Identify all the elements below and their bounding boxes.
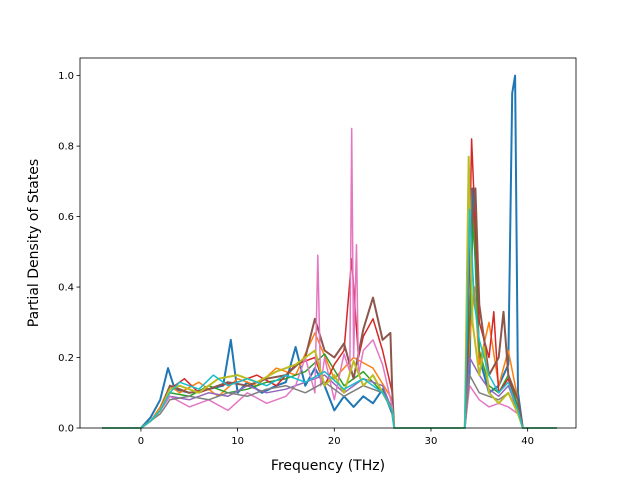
series-line-2 <box>102 286 557 429</box>
x-tick-label: 30 <box>425 436 438 447</box>
y-tick-label: 1.0 <box>58 71 74 82</box>
y-tick-label: 0.4 <box>58 283 74 294</box>
x-tick-label: 20 <box>328 436 341 447</box>
series-line-10 <box>102 208 557 429</box>
x-tick-label: 10 <box>231 436 244 447</box>
x-tick-label: 40 <box>521 436 534 447</box>
plot-frame <box>79 57 577 429</box>
y-axis-title: Partial Density of States <box>26 159 42 327</box>
series-layer <box>102 74 557 429</box>
x-tick-label: 0 <box>138 436 144 447</box>
tick-layer: 0 10 20 30 40 0.0 0.2 0.4 0.6 0.8 1.0 <box>58 71 534 447</box>
x-axis-title: Frequency (THz) <box>271 458 385 474</box>
y-tick-label: 0.0 <box>58 424 74 435</box>
y-tick-label: 0.8 <box>58 142 74 153</box>
series-line-7 <box>102 127 557 429</box>
series-line-9 <box>102 155 557 429</box>
y-tick-label: 0.6 <box>58 212 74 223</box>
y-tick-label: 0.2 <box>58 353 74 364</box>
